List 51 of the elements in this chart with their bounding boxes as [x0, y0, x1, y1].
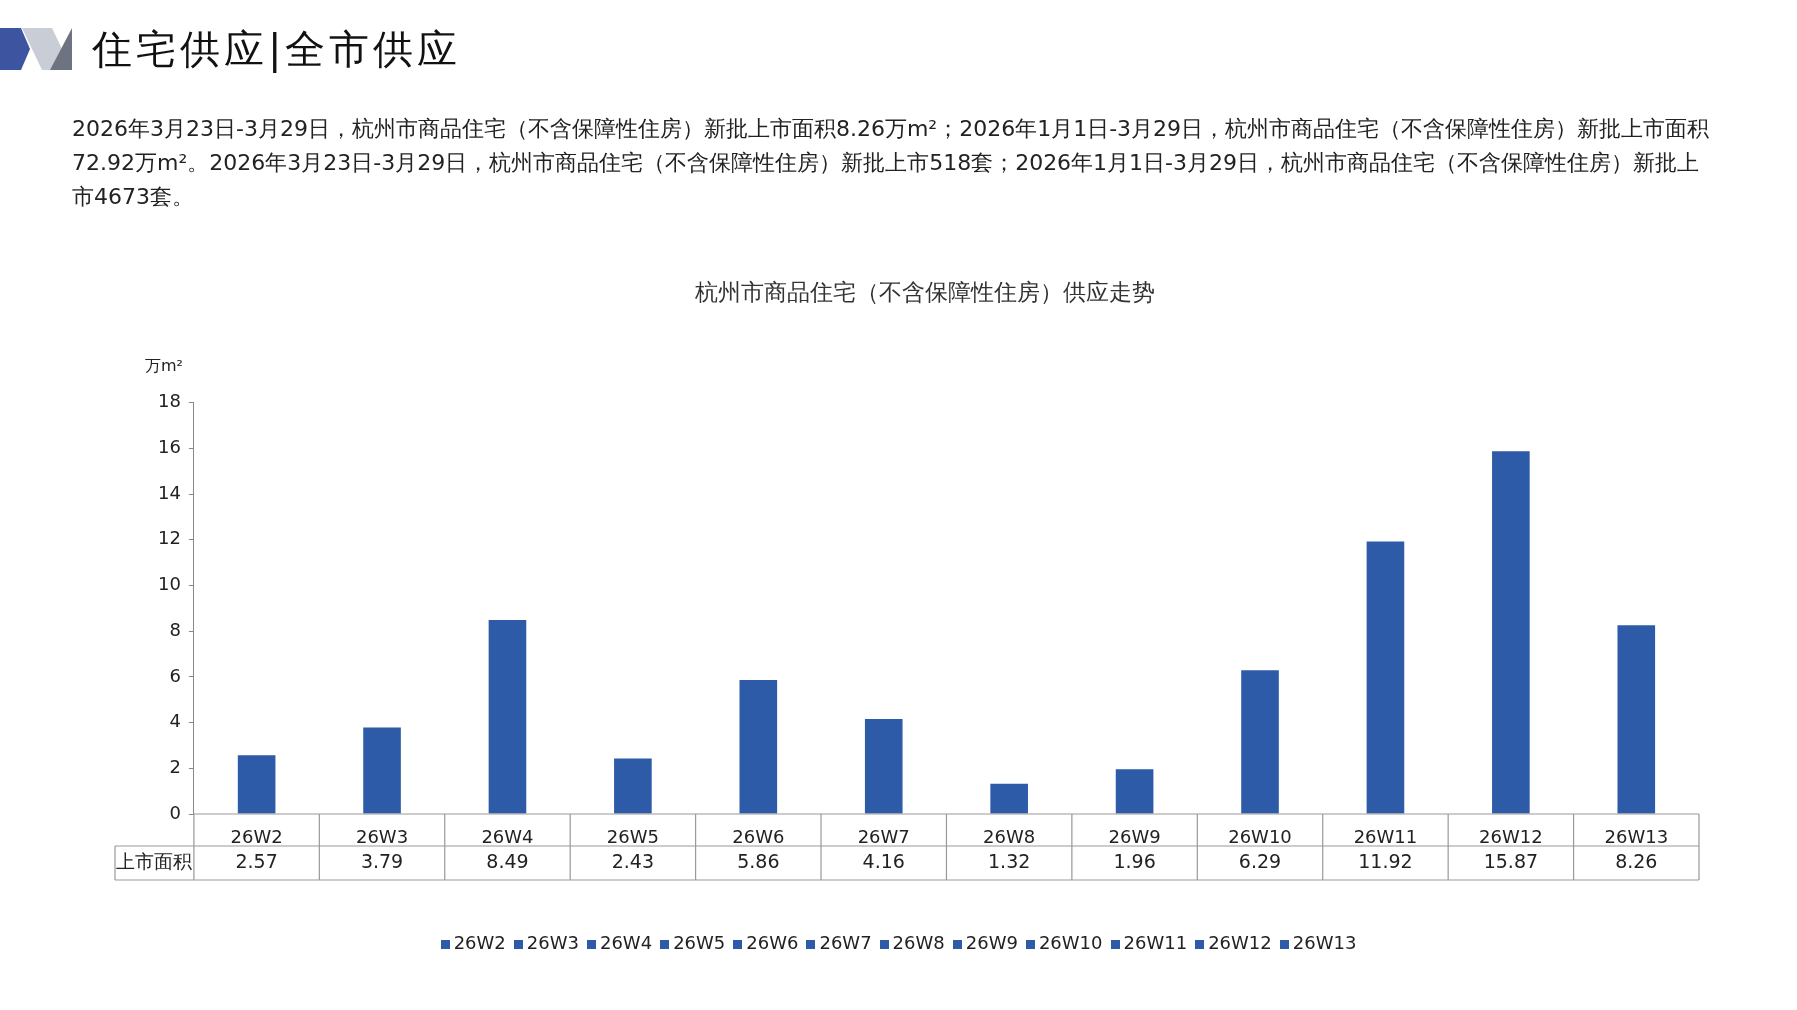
x-tick-label: 26W3 [355, 826, 409, 848]
x-tick-label: 26W5 [606, 826, 659, 848]
data-label: 4.16 [862, 849, 905, 872]
data-label: 15.87 [1483, 849, 1539, 872]
data-label: 11.92 [1358, 849, 1413, 872]
category-label: 26W12 [1208, 932, 1272, 953]
category-label: 26W3 [526, 932, 579, 953]
y-axis-title: 万m² [144, 355, 183, 375]
y-tick-label: 10 [158, 573, 181, 595]
category-label: 26W13 [1292, 932, 1357, 953]
text: 上市面积 [116, 849, 193, 872]
text: 2026年3月23日-3月29日，杭州市商品住宅（不含保障性住房）新批上市面积8.26万m²；2026年1月1日-3月29日，杭州市商品住宅（不含保障性住房）新批上市面积72.92万m²。2026年3月23日-3月29日，杭州市商品住宅（不含保障性住房）新批上市518套；2026年1月1日-3月29日，杭州市商品住宅（不含保障性住房）新批上市4673套。 [72, 115, 1711, 211]
y-tick-label: 16 [158, 435, 181, 457]
data-label: 5.86 [737, 849, 780, 872]
data-label: 3.79 [360, 849, 404, 872]
category-label: 26W5 [673, 932, 726, 953]
data-label: 2.43 [611, 849, 655, 872]
data-label: 8.26 [1615, 849, 1658, 872]
category-label: 26W4 [599, 932, 653, 953]
x-tick-label: 26W4 [481, 826, 534, 848]
y-tick-label: 0 [169, 801, 181, 823]
chart-title: 杭州市商品住宅（不含保障性住房）供应走势 [693, 278, 1155, 305]
category-label: 26W9 [965, 932, 1018, 953]
category-label: 26W2 [453, 932, 506, 953]
y-tick-label: 2 [169, 755, 181, 777]
x-tick-label: 26W11 [1353, 826, 1418, 848]
y-tick-label: 18 [158, 390, 181, 412]
x-tick-label: 26W13 [1604, 826, 1669, 848]
category-label: 26W10 [1038, 932, 1103, 953]
category-label: 26W8 [892, 932, 945, 953]
x-tick-label: 26W12 [1479, 826, 1543, 848]
x-tick-label: 26W9 [1108, 826, 1161, 848]
category-label: 26W7 [819, 932, 872, 953]
x-tick-label: 26W7 [857, 826, 910, 848]
data-label: 2.57 [235, 849, 278, 872]
category-label: 26W11 [1123, 932, 1188, 953]
text: 住宅供应|全市供应 [92, 25, 462, 75]
x-tick-label: 26W6 [732, 826, 785, 848]
x-tick-label: 26W2 [230, 826, 283, 848]
x-tick-label: 26W8 [983, 826, 1036, 848]
data-label: 6.29 [1238, 849, 1282, 872]
data-label: 8.49 [486, 849, 529, 872]
y-tick-label: 6 [169, 664, 181, 686]
x-tick-label: 26W10 [1228, 826, 1292, 848]
data-label: 1.96 [1113, 849, 1156, 872]
y-tick-label: 14 [158, 481, 181, 503]
data-label: 1.32 [988, 849, 1031, 872]
y-tick-label: 4 [169, 710, 181, 732]
category-label: 26W6 [746, 932, 799, 953]
y-tick-label: 12 [158, 527, 181, 549]
y-tick-label: 8 [169, 618, 181, 640]
